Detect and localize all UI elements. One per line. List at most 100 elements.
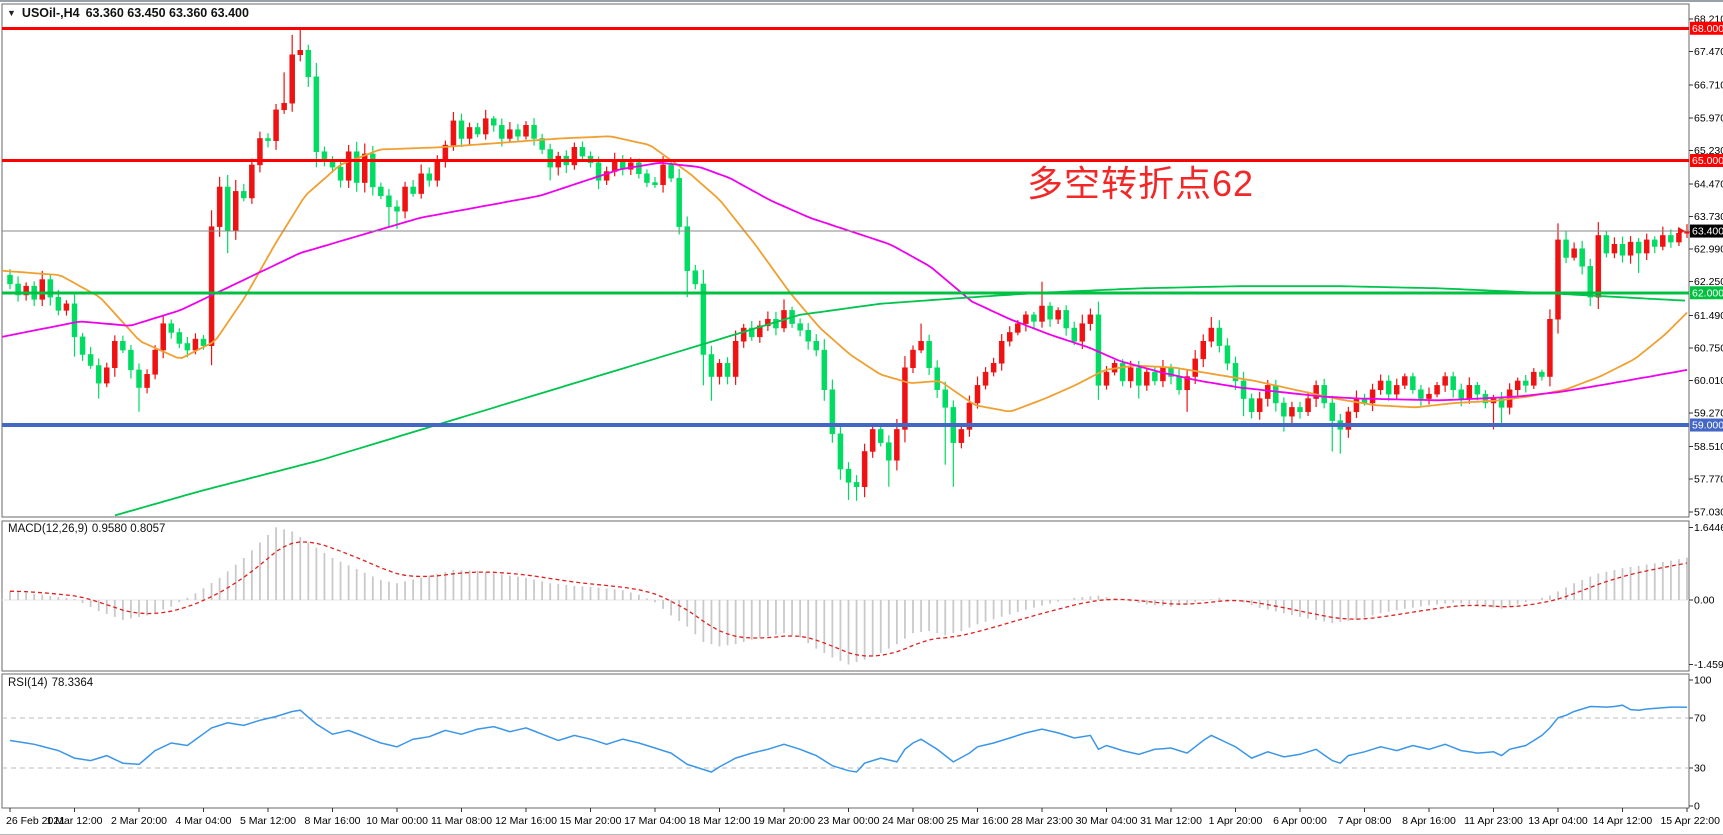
candle-body-up xyxy=(869,429,876,452)
candle-body-up xyxy=(1144,371,1150,386)
current-price-marker: 63.400 xyxy=(2,224,1723,238)
candle-body-down xyxy=(668,164,674,179)
time-tick-label: 8 Apr 16:00 xyxy=(1402,815,1456,827)
candle-body-up xyxy=(1184,376,1190,391)
price-tick-label: 60.010 xyxy=(1694,375,1723,387)
candle-body-down xyxy=(821,349,828,391)
candle-body-down xyxy=(15,283,21,296)
candle-body-down xyxy=(1539,371,1545,377)
time-tick-label: 12 Mar 16:00 xyxy=(495,815,557,827)
candle-body-down xyxy=(934,367,940,391)
candle-body-up xyxy=(1660,235,1666,247)
candle-body-up xyxy=(418,173,424,194)
candle-body-down xyxy=(724,363,731,377)
candle-body-down xyxy=(1410,376,1416,391)
candle-body-up xyxy=(1627,241,1634,256)
candle-body-down xyxy=(805,329,811,342)
hline-badge xyxy=(1690,418,1723,432)
candle-body-down xyxy=(636,162,642,174)
candle-body-down xyxy=(1136,367,1142,386)
price-axis[interactable]: 68.21067.47066.71065.97065.23064.47063.7… xyxy=(1689,14,1723,519)
candle-body-up xyxy=(281,102,287,111)
macd-indicator-label: MACD(12,26,9) 0.9580 0.8057 xyxy=(8,523,169,535)
candle-body-up xyxy=(1127,367,1134,382)
candle-body-up xyxy=(39,279,45,300)
candle-body-up xyxy=(1466,385,1473,399)
candle-body-down xyxy=(337,166,344,181)
candle-body-up xyxy=(1200,341,1206,360)
candle-body-up xyxy=(1531,371,1537,386)
candle-body-up xyxy=(910,349,916,368)
candle-body-up xyxy=(1394,385,1400,395)
candle-body-down xyxy=(87,354,94,366)
time-tick-label: 11 Apr 23:00 xyxy=(1464,815,1523,827)
candle-body-down xyxy=(515,129,521,137)
time-tick-label: 18 Mar 12:00 xyxy=(689,815,751,827)
candle-body-down xyxy=(1071,327,1077,342)
time-tick-label: 23 Mar 00:00 xyxy=(818,815,880,827)
candle-body-down xyxy=(797,323,803,331)
candle-body-up xyxy=(249,164,255,199)
candle-body-up xyxy=(112,341,118,368)
candle-body-up xyxy=(216,186,223,227)
candle-body-down xyxy=(55,296,62,311)
time-tick-label: 1 Mar 12:00 xyxy=(46,815,102,827)
time-tick-label: 30 Mar 04:00 xyxy=(1076,815,1138,827)
price-tick-label: 58.510 xyxy=(1694,441,1723,453)
candle-body-up xyxy=(297,50,303,55)
symbol-timeframe-label: USOil-,H4 xyxy=(21,6,80,20)
candle-body-down xyxy=(491,118,497,126)
hline-badge xyxy=(1690,21,1723,35)
candle-body-down xyxy=(692,270,699,285)
time-tick-label: 4 Mar 04:00 xyxy=(175,815,231,827)
candle-body-up xyxy=(434,160,441,181)
macd-tick-label: 1.6446 xyxy=(1694,522,1723,534)
ma-slow-magenta xyxy=(1,161,1688,402)
candle-body-down xyxy=(1297,407,1303,413)
candle-body-up xyxy=(1345,411,1352,430)
candle-body-up xyxy=(466,127,473,139)
candle-body-down xyxy=(749,327,755,338)
price-tick-label: 67.470 xyxy=(1694,46,1723,58)
candle-body-down xyxy=(1240,380,1247,399)
candle-body-up xyxy=(523,124,529,137)
candle-body-down xyxy=(184,343,191,351)
hline-badge-label: 59.000 xyxy=(1692,420,1723,432)
symbol-dropdown-icon[interactable]: ▼ xyxy=(7,8,16,18)
price-tick-label: 61.490 xyxy=(1694,310,1723,322)
candle-body-down xyxy=(1498,398,1505,408)
macd-axis[interactable]: 1.6446 0.00 -1.4594 xyxy=(1689,522,1723,671)
candle-body-down xyxy=(1119,363,1126,382)
ma-long-green xyxy=(114,285,1686,517)
candle-body-up xyxy=(1289,407,1295,417)
candle-body-up xyxy=(152,349,158,375)
time-tick-label: 1 Apr 20:00 xyxy=(1209,815,1263,827)
candle-body-up xyxy=(1039,305,1045,322)
candle-body-down xyxy=(1031,314,1037,322)
time-tick-label: 10 Mar 00:00 xyxy=(366,815,428,827)
candle-body-up xyxy=(603,171,610,181)
candle-body-up xyxy=(966,402,973,430)
candle-body-down xyxy=(1152,371,1158,382)
candle-body-down xyxy=(47,279,54,298)
candle-body-up xyxy=(1571,248,1577,258)
candle-body-down xyxy=(531,124,537,139)
panel-frames xyxy=(1,3,1690,809)
candle-body-up xyxy=(63,303,70,311)
current-price-badge xyxy=(1690,224,1723,238)
candle-body-up xyxy=(273,109,279,141)
time-tick-label: 24 Mar 08:00 xyxy=(882,815,944,827)
price-tick-label: 57.030 xyxy=(1694,506,1723,518)
time-tick-label: 13 Apr 04:00 xyxy=(1528,815,1588,827)
rsi-axis[interactable]: 100 70 30 0 xyxy=(1689,675,1712,813)
candle-body-down xyxy=(676,177,682,227)
macd-values: 0.9580 0.8057 xyxy=(91,523,166,535)
candle-body-down xyxy=(1603,235,1610,254)
time-tick-label: 31 Mar 12:00 xyxy=(1140,815,1202,827)
candle-body-up xyxy=(104,367,110,384)
candle-body-down xyxy=(1619,244,1626,256)
price-tick-label: 65.970 xyxy=(1694,112,1723,124)
candle-body-down xyxy=(652,182,658,186)
